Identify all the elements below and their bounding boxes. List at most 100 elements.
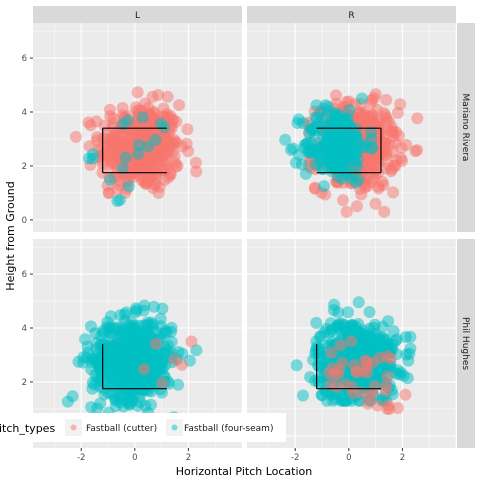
- pitch-point-four-seam: [399, 331, 412, 343]
- pitch-point-four-seam: [160, 326, 173, 339]
- pitch-point-cutter: [383, 138, 396, 151]
- pitch-point-cutter: [173, 99, 186, 112]
- pitch-point-four-seam: [142, 140, 155, 153]
- pitch-point-four-seam: [310, 99, 323, 112]
- pitch-point-four-seam: [335, 137, 348, 150]
- pitch-point-four-seam: [103, 368, 116, 381]
- pitch-point-four-seam: [303, 145, 316, 157]
- y-tick-label: 0: [22, 216, 27, 226]
- pitch-point-cutter: [152, 186, 165, 199]
- pitch-point-cutter: [333, 363, 346, 376]
- pitch-point-cutter: [346, 380, 358, 393]
- pitch-point-four-seam: [326, 323, 339, 336]
- pitch-point-four-seam: [66, 390, 79, 403]
- pitch-point-cutter: [114, 135, 127, 148]
- pitch-point-cutter: [387, 186, 400, 199]
- y-tick-label: 4: [22, 108, 27, 118]
- pitch-point-cutter: [158, 174, 171, 186]
- y-tick-label: 6: [22, 270, 27, 280]
- pitch-point-cutter: [371, 103, 384, 116]
- pitch-point-four-seam: [96, 325, 109, 337]
- pitch-point-cutter: [345, 335, 358, 348]
- legend-swatch-four-seam: [171, 424, 178, 431]
- x-axis-title: Horizontal Pitch Location: [176, 465, 312, 478]
- pitch-point-cutter: [380, 379, 393, 392]
- pitch-point-four-seam: [356, 92, 368, 105]
- pitch-point-cutter: [106, 156, 119, 169]
- pitch-point-four-seam: [124, 361, 137, 374]
- pitch-point-cutter: [139, 97, 152, 110]
- facet-strip-row: [457, 239, 475, 448]
- pitch-point-four-seam: [346, 320, 359, 333]
- pitch-point-four-seam: [87, 148, 100, 161]
- pitch-point-four-seam: [339, 162, 352, 175]
- pitch-point-four-seam: [314, 330, 327, 343]
- pitch-point-cutter: [334, 339, 347, 352]
- pitch-point-cutter: [308, 182, 321, 195]
- legend-entry-four-seam: Fastball (four-seam): [166, 419, 273, 436]
- pitch-point-four-seam: [337, 389, 350, 401]
- pitch-point-four-seam: [129, 326, 142, 339]
- pitch-point-four-seam: [145, 398, 157, 411]
- pitch-point-four-seam: [91, 348, 104, 361]
- pitch-point-four-seam: [404, 342, 417, 355]
- pitch-point-four-seam: [190, 344, 203, 357]
- pitch-point-cutter: [176, 140, 189, 153]
- pitch-point-cutter: [411, 112, 424, 125]
- pitch-point-four-seam: [122, 384, 134, 397]
- pitch-point-cutter: [369, 88, 382, 101]
- pitch-point-four-seam: [297, 389, 309, 402]
- pitch-point-four-seam: [137, 304, 150, 317]
- facet-strip-row: [457, 23, 475, 232]
- pitch-point-four-seam: [363, 306, 376, 318]
- pitch-point-four-seam: [132, 147, 145, 160]
- y-tick-label: 4: [22, 324, 27, 334]
- pitch-point-four-seam: [342, 306, 354, 319]
- legend-title: pitch_types: [0, 422, 55, 435]
- pitch-point-four-seam: [136, 111, 149, 124]
- pitch-point-cutter: [160, 162, 173, 175]
- x-tick-label: 0: [346, 453, 351, 463]
- facet-strip-col: [33, 6, 242, 23]
- pitch-point-cutter: [90, 115, 103, 128]
- pitch-point-cutter: [396, 155, 408, 167]
- pitch-point-four-seam: [363, 322, 376, 335]
- y-axis-title: Height from Ground: [4, 181, 17, 290]
- strike-zone-layer: [102, 127, 382, 390]
- pitch-point-four-seam: [114, 345, 127, 358]
- pitch-point-cutter: [181, 123, 194, 136]
- pitch-point-cutter: [136, 159, 149, 171]
- pitch-point-cutter: [366, 387, 379, 400]
- x-tick-label: 2: [400, 453, 405, 463]
- pitch-point-cutter: [91, 131, 104, 144]
- pitch-point-four-seam: [352, 296, 365, 309]
- pitch-point-cutter: [359, 354, 372, 367]
- pitch-point-four-seam: [319, 140, 331, 153]
- pitch-point-four-seam: [155, 386, 168, 399]
- pitch-point-cutter: [380, 93, 393, 106]
- pitch-point-cutter: [111, 183, 124, 196]
- pitch-point-cutter: [175, 358, 188, 371]
- pitch-point-cutter: [371, 399, 384, 412]
- pitch-point-four-seam: [104, 173, 116, 186]
- pitch-point-four-seam: [156, 302, 169, 315]
- legend-swatch-cutter: [70, 424, 77, 431]
- pitch-point-cutter: [142, 172, 155, 185]
- pitch-point-cutter: [361, 180, 374, 192]
- pitch-point-four-seam: [366, 141, 379, 154]
- pitch-point-cutter: [325, 346, 338, 359]
- pitch-point-cutter: [369, 197, 382, 210]
- pitch-point-four-seam: [382, 315, 395, 328]
- pitch-point-cutter: [391, 106, 404, 119]
- facet-strip-col: [247, 6, 456, 23]
- pitch-point-cutter: [163, 136, 176, 149]
- pitch-point-cutter: [156, 377, 169, 389]
- pitch-point-cutter: [189, 156, 202, 169]
- x-tick-label: -2: [291, 453, 299, 463]
- pitch-point-cutter: [409, 145, 422, 158]
- pitch-point-four-seam: [328, 298, 341, 311]
- pitch-point-cutter: [104, 110, 117, 123]
- pitch-point-four-seam: [172, 378, 185, 391]
- pitch-point-cutter: [395, 142, 408, 154]
